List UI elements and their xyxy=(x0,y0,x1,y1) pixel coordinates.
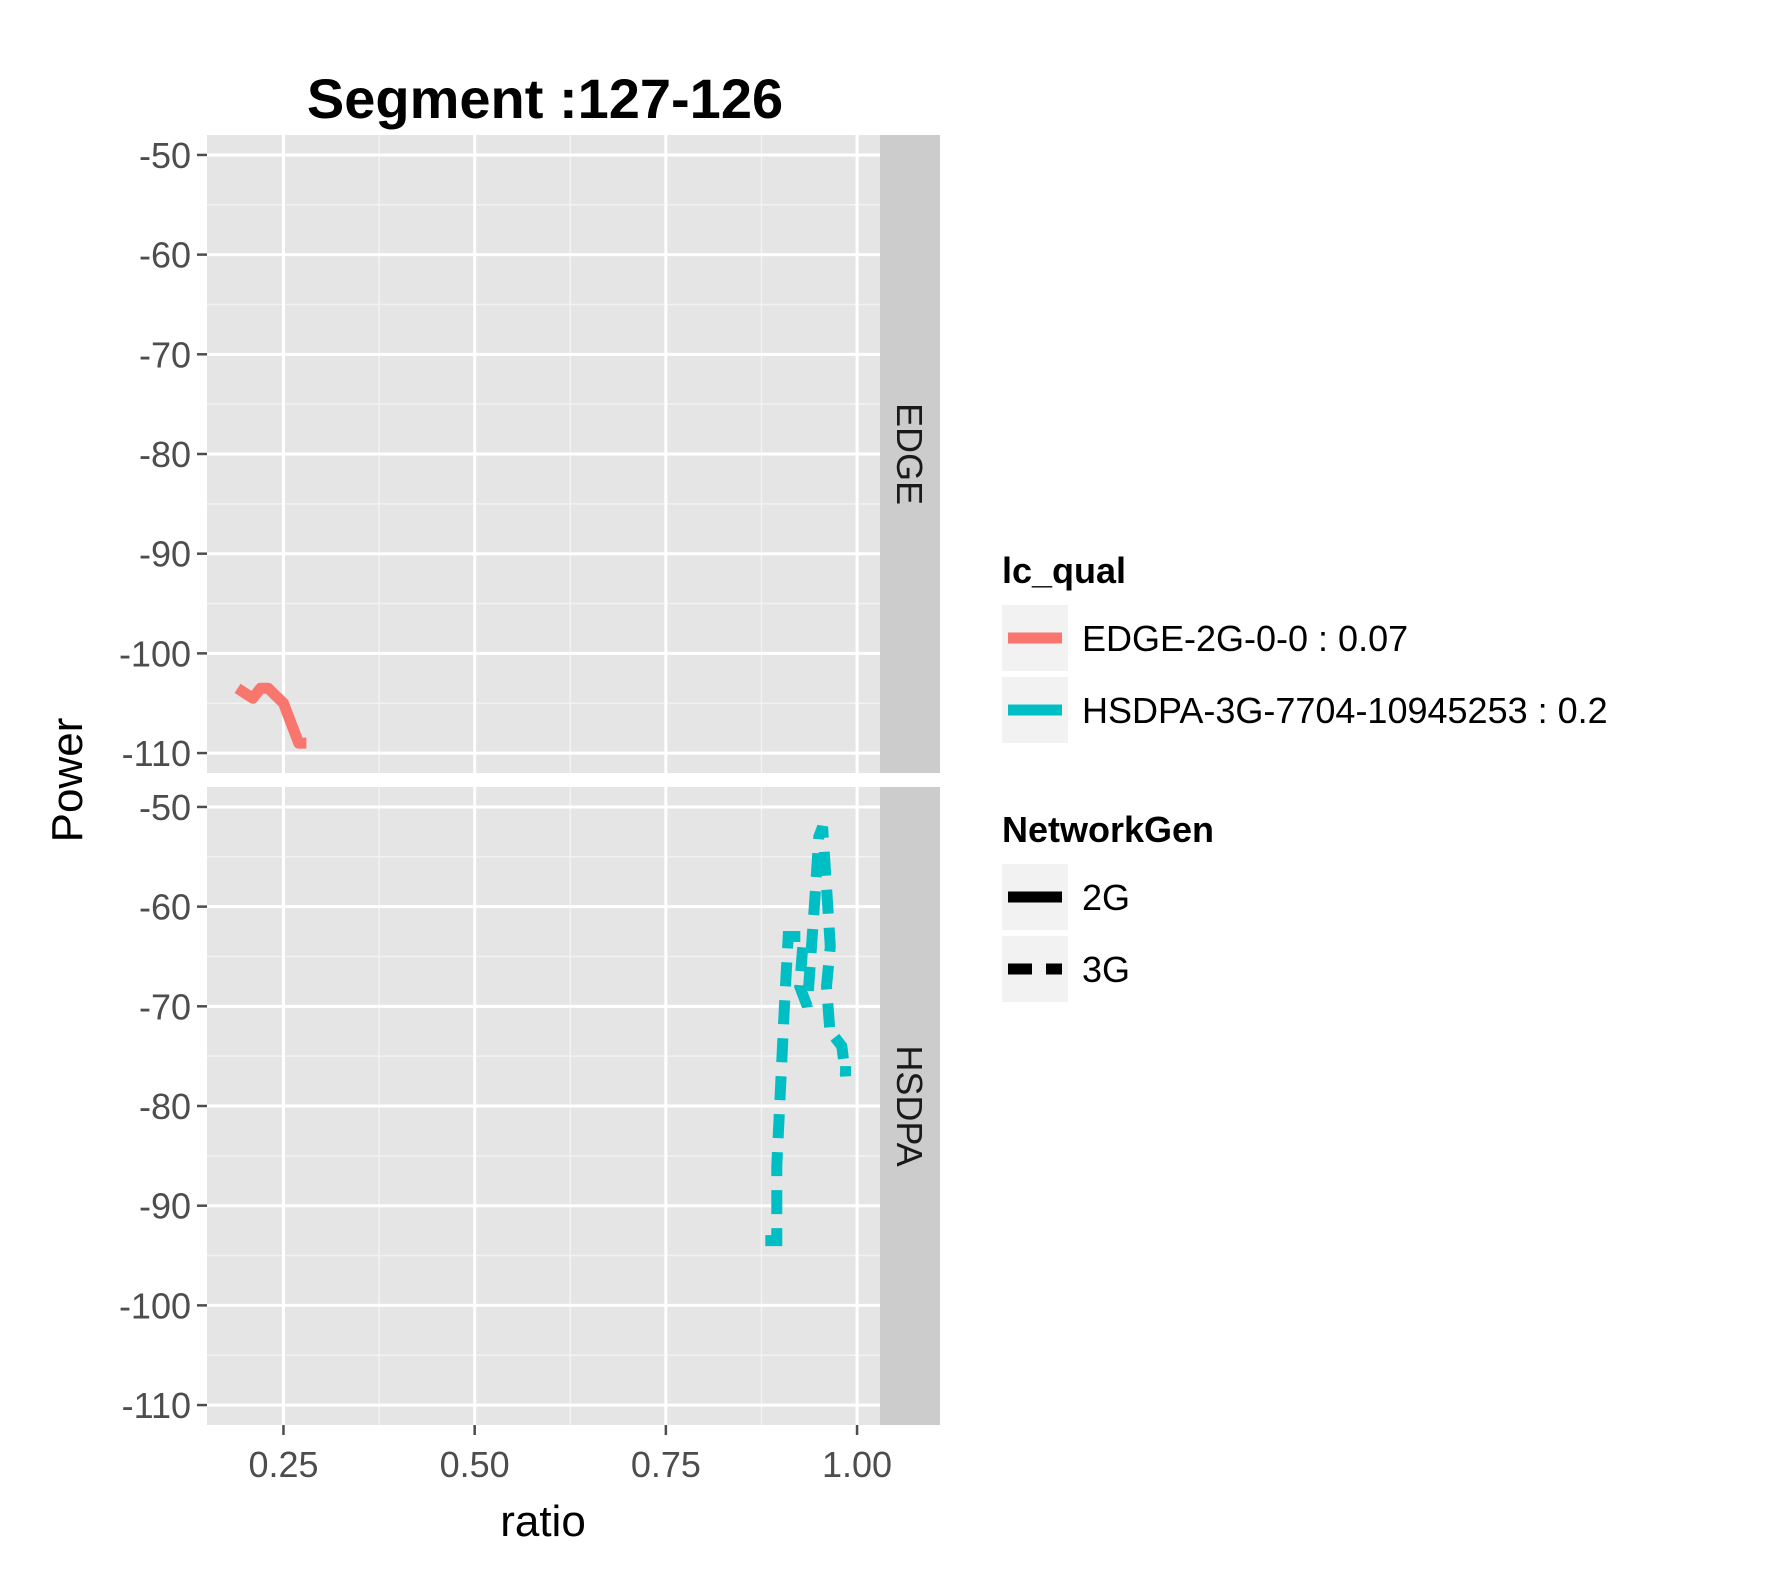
legend-item: HSDPA-3G-7704-10945253 : 0.2 xyxy=(1002,677,1608,743)
y-tick-label: -110 xyxy=(122,733,191,774)
legend-networkgen: NetworkGen 2G 3G xyxy=(1002,809,1214,1002)
facet-strip-background xyxy=(880,787,940,1425)
legend-item: 2G xyxy=(1002,864,1130,930)
legend-lc-qual: lc_qual EDGE-2G-0-0 : 0.07 HSDPA-3G-7704-1… xyxy=(1002,550,1608,743)
x-tick-label: 1.00 xyxy=(822,1444,892,1485)
facet-strip-edge: EDGE xyxy=(880,135,940,773)
y-tick-label: -100 xyxy=(119,1285,191,1326)
facet-strip-background xyxy=(880,135,940,773)
legend-label: HSDPA-3G-7704-10945253 : 0.2 xyxy=(1082,690,1608,731)
facet-strip-label: EDGE xyxy=(889,403,930,505)
legend-item: EDGE-2G-0-0 : 0.07 xyxy=(1002,605,1408,671)
y-tick-label: -70 xyxy=(139,334,191,375)
legend-title: lc_qual xyxy=(1002,550,1126,591)
y-tick-label: -50 xyxy=(139,135,191,176)
legend-label: 2G xyxy=(1082,877,1130,918)
x-tick-label: 0.75 xyxy=(631,1444,701,1485)
x-axis-title: ratio xyxy=(500,1497,586,1546)
series-line-2g xyxy=(234,682,307,749)
legend-label: 3G xyxy=(1082,949,1130,990)
legend-title: NetworkGen xyxy=(1002,809,1214,850)
facet-strip-hsdpa: HSDPA xyxy=(880,787,940,1425)
y-axis-hsdpa: -50 -60 -70 -80 -90 -100 -110 xyxy=(119,787,207,1426)
y-tick-label: -110 xyxy=(122,1385,191,1426)
x-tick-label: 0.50 xyxy=(440,1444,510,1485)
chart-title: Segment :127-126 xyxy=(307,67,783,130)
legend-label: EDGE-2G-0-0 : 0.07 xyxy=(1082,618,1408,659)
y-tick-label: -100 xyxy=(119,633,191,674)
x-axis: 0.25 0.50 0.75 1.00 xyxy=(248,1425,892,1485)
y-tick-label: -50 xyxy=(139,787,191,828)
y-tick-label: -60 xyxy=(139,235,191,276)
y-axis-edge: -50 -60 -70 -80 -90 -100 -110 xyxy=(119,135,207,774)
y-axis-title: Power xyxy=(43,718,92,843)
facet-panel-edge: EDGE xyxy=(207,135,940,773)
series-line-3g xyxy=(765,824,852,1247)
y-tick-label: -70 xyxy=(139,986,191,1027)
facet-panel-hsdpa: HSDPA xyxy=(207,787,940,1425)
y-tick-label: -80 xyxy=(139,434,191,475)
facet-panels: EDGE HSDPA xyxy=(207,135,940,1425)
x-tick-label: 0.25 xyxy=(248,1444,318,1485)
y-tick-label: -60 xyxy=(139,887,191,928)
y-tick-label: -80 xyxy=(139,1086,191,1127)
legend-item: 3G xyxy=(1002,936,1130,1002)
legend-area: lc_qual EDGE-2G-0-0 : 0.07 HSDPA-3G-7704-1… xyxy=(1002,550,1608,1002)
y-axis: -50 -60 -70 -80 -90 -100 -110 -50 -60 -70 -80 -90 -1… xyxy=(119,135,207,1426)
facet-strip-label: HSDPA xyxy=(889,1045,930,1166)
y-tick-label: -90 xyxy=(139,534,191,575)
y-tick-label: -90 xyxy=(139,1186,191,1227)
